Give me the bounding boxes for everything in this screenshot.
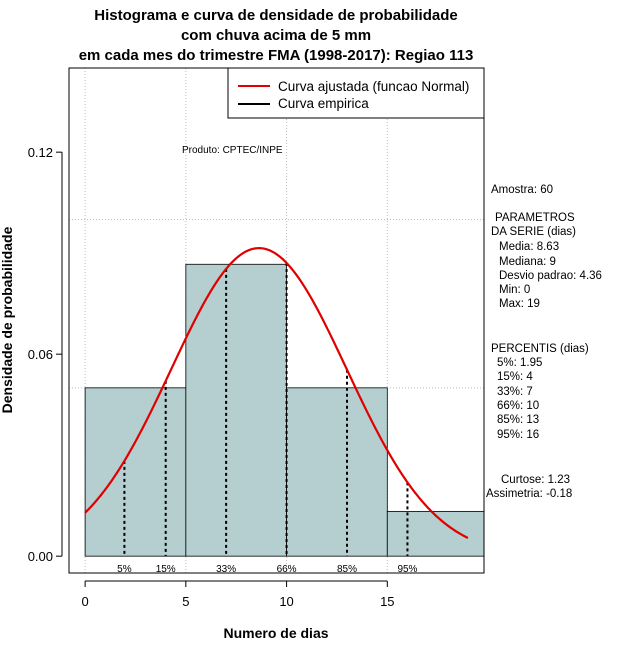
percentile-66-text: 66%: 10 bbox=[497, 400, 539, 412]
normal-fit-curve bbox=[84, 247, 469, 539]
legend-box bbox=[227, 67, 485, 119]
axes: 0 5 10 15 0.00 0.06 0.12 bbox=[28, 145, 395, 609]
chart-title-line-1: Histograma e curva de densidade de proba… bbox=[94, 7, 457, 24]
percentile-marker-label: 15% bbox=[156, 564, 176, 575]
histogram-bar bbox=[84, 387, 187, 557]
percentile-33-text: 33%: 7 bbox=[497, 386, 533, 398]
histogram-bars bbox=[84, 263, 485, 557]
parameter-mean: Media: 8.63 bbox=[499, 241, 559, 253]
histogram-bar bbox=[286, 387, 388, 557]
y-axis-tick-label: 0.12 bbox=[28, 145, 53, 160]
percentile-marker-label: 33% bbox=[216, 564, 236, 575]
percentile-15-text: 15%: 4 bbox=[497, 371, 533, 383]
parameter-median: Mediana: 9 bbox=[499, 256, 556, 268]
percentile-85-text: 85%: 13 bbox=[497, 414, 539, 426]
x-axis-tick-label: 15 bbox=[380, 594, 394, 609]
sample-size-text: Amostra: 60 bbox=[491, 184, 553, 196]
chart-title-line-3: em cada mes do trimestre FMA (1998-2017)… bbox=[79, 47, 474, 64]
percentile-marker-label: 85% bbox=[337, 564, 357, 575]
parameter-min: Min: 0 bbox=[499, 284, 530, 296]
x-axis-tick-label: 5 bbox=[182, 594, 189, 609]
histogram-bar bbox=[386, 510, 485, 557]
normal-curve-layer bbox=[84, 247, 469, 539]
legend: Curva ajustada (funcao Normal) Curva emp… bbox=[227, 67, 485, 119]
percentile-95-text: 95%: 16 bbox=[497, 429, 539, 441]
percentile-marker-label: 5% bbox=[117, 564, 132, 575]
percentile-marker-label: 95% bbox=[397, 564, 417, 575]
x-axis-tick-label: 10 bbox=[279, 594, 293, 609]
legend-label-empirical: Curva empirica bbox=[278, 96, 369, 111]
percentile-5-text: 5%: 1.95 bbox=[497, 357, 542, 369]
product-annotation: Produto: CPTEC/INPE bbox=[182, 145, 283, 156]
y-axis-title: Densidade de probabilidade bbox=[0, 226, 15, 413]
skewness-text: Assimetria: -0.18 bbox=[486, 488, 572, 500]
x-axis-tick-label: 0 bbox=[81, 594, 88, 609]
parameters-title-line-1: PARAMETROS bbox=[495, 212, 575, 224]
percentile-markers: 5% 15% 33% 66% 85% 95% bbox=[117, 262, 418, 575]
chart-title-line-2: com chuva acima de 5 mm bbox=[181, 27, 371, 44]
y-axis-tick-label: 0.06 bbox=[28, 347, 53, 362]
percentile-marker-label: 66% bbox=[277, 564, 297, 575]
parameter-std: Desvio padrao: 4.36 bbox=[499, 270, 602, 282]
y-axis-tick-label: 0.00 bbox=[28, 549, 53, 564]
parameters-title-line-2: DA SERIE (dias) bbox=[491, 226, 576, 238]
percentiles-title: PERCENTIS (dias) bbox=[491, 343, 589, 355]
parameter-max: Max: 19 bbox=[499, 298, 540, 310]
legend-label-fitted: Curva ajustada (funcao Normal) bbox=[278, 79, 469, 94]
kurtosis-text: Curtose: 1.23 bbox=[501, 474, 570, 486]
statistics-panel: Amostra: 60 PARAMETROS DA SERIE (dias) M… bbox=[486, 184, 602, 500]
histogram-bar bbox=[185, 263, 287, 557]
x-axis-title: Numero de dias bbox=[223, 625, 328, 641]
